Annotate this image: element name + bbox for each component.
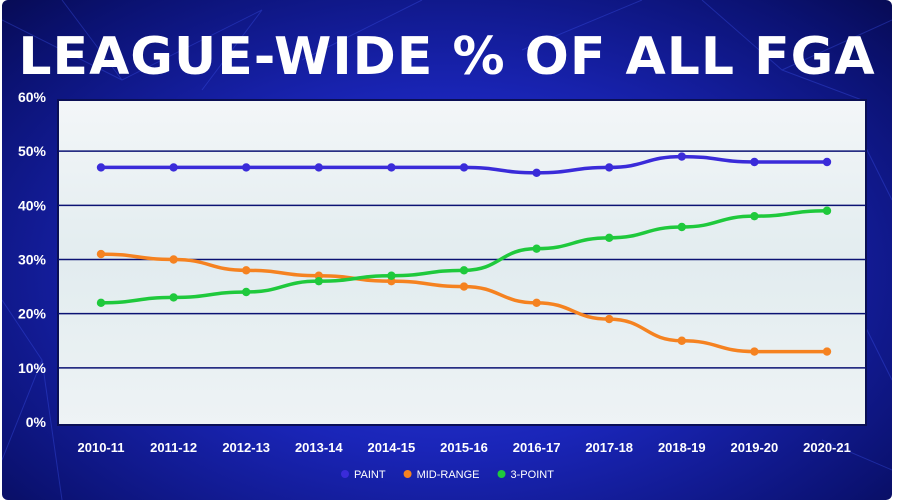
data-point-paint bbox=[96, 163, 106, 172]
x-tick-label: 2019-20 bbox=[731, 440, 779, 455]
data-point-3-point bbox=[459, 266, 469, 275]
x-tick-label: 2018-19 bbox=[658, 440, 706, 455]
data-point-3-point bbox=[605, 233, 614, 243]
x-tick-label: 2016-17 bbox=[513, 440, 561, 455]
y-tick-label: 50% bbox=[18, 143, 47, 159]
data-point-paint bbox=[532, 168, 541, 178]
legend-marker-paint bbox=[341, 470, 349, 478]
x-tick-label: 2012-13 bbox=[222, 440, 270, 455]
x-tick-label: 2013-14 bbox=[295, 440, 343, 455]
data-point-3-point bbox=[750, 211, 759, 221]
legend-marker-mid-range bbox=[403, 470, 412, 478]
y-axis-labels: 0% 10% 20% 30% 40% 50% 60% bbox=[18, 89, 47, 430]
y-tick-label: 20% bbox=[18, 306, 47, 322]
y-tick-label: 40% bbox=[18, 197, 47, 213]
data-point-mid-range bbox=[677, 336, 686, 345]
x-tick-label: 2011-12 bbox=[150, 440, 197, 455]
data-point-mid-range bbox=[96, 249, 106, 259]
data-point-paint bbox=[459, 163, 469, 172]
series-line-3-point bbox=[99, 209, 829, 305]
data-point-3-point bbox=[96, 298, 106, 308]
series-line-mid-range bbox=[99, 252, 829, 354]
data-point-3-point bbox=[314, 276, 323, 286]
data-point-mid-range bbox=[242, 266, 251, 275]
data-point-paint bbox=[387, 163, 396, 172]
data-point-3-point bbox=[242, 287, 251, 297]
plot-area bbox=[57, 99, 867, 426]
data-point-mid-range bbox=[169, 255, 178, 264]
data-point-3-point bbox=[532, 244, 541, 253]
y-tick-label: 30% bbox=[18, 252, 47, 268]
x-tick-label: 2010-11 bbox=[78, 440, 125, 455]
series-points bbox=[96, 152, 832, 356]
data-point-mid-range bbox=[605, 314, 614, 324]
x-tick-label: 2015-16 bbox=[440, 440, 488, 455]
data-point-3-point bbox=[822, 206, 832, 215]
data-point-paint bbox=[242, 163, 251, 172]
legend: PAINT MID-RANGE 3-POINT bbox=[341, 469, 554, 481]
legend-marker-3-point bbox=[497, 470, 506, 478]
data-point-mid-range bbox=[750, 347, 759, 356]
data-point-paint bbox=[314, 163, 323, 172]
x-axis-labels: 2010-11 2011-12 2012-13 2013-14 2014-15 2015-… bbox=[78, 440, 851, 455]
y-tick-label: 10% bbox=[18, 360, 47, 376]
legend-label-3-point: 3-POINT bbox=[511, 469, 555, 481]
data-point-3-point bbox=[169, 293, 178, 302]
data-point-mid-range bbox=[459, 282, 469, 291]
data-point-3-point bbox=[677, 222, 686, 232]
x-tick-label: 2014-15 bbox=[368, 440, 416, 455]
data-point-mid-range bbox=[532, 298, 541, 308]
chart-title: LEAGUE-WIDE % OF ALL FGA bbox=[18, 27, 875, 87]
x-tick-label: 2017-18 bbox=[585, 440, 633, 455]
legend-label-paint: PAINT bbox=[354, 469, 386, 481]
data-point-paint bbox=[605, 163, 614, 172]
legend-label-mid-range: MID-RANGE bbox=[417, 469, 480, 481]
data-point-paint bbox=[822, 157, 832, 167]
y-tick-label: 60% bbox=[18, 89, 47, 105]
data-point-3-point bbox=[387, 271, 396, 280]
data-point-paint bbox=[169, 163, 178, 172]
data-point-mid-range bbox=[822, 347, 832, 356]
y-tick-label: 0% bbox=[26, 414, 47, 430]
x-tick-label: 2020-21 bbox=[803, 440, 851, 455]
data-point-paint bbox=[750, 157, 759, 167]
data-point-paint bbox=[677, 152, 686, 161]
